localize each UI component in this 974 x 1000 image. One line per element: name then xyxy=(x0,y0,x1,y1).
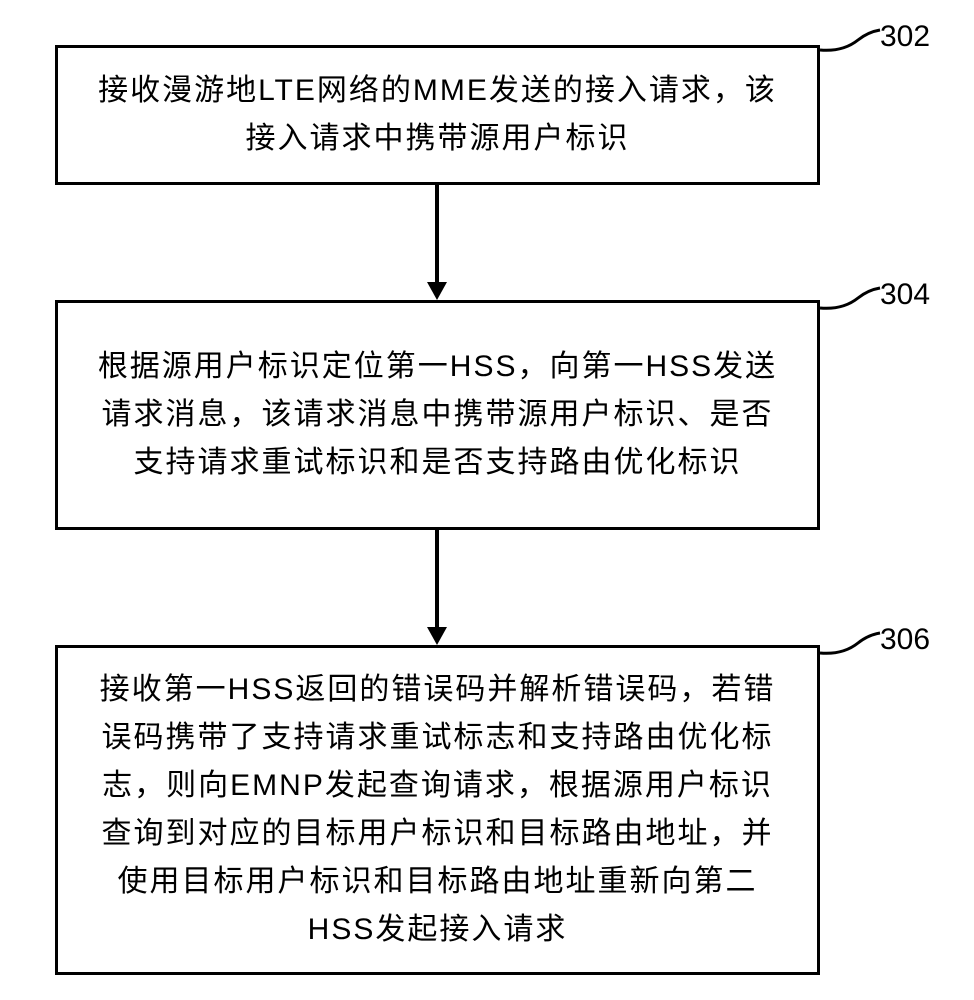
arrow-1-to-2 xyxy=(435,185,439,282)
box-label-304: 304 xyxy=(880,278,930,312)
box-text: 根据源用户标识定位第一HSS，向第一HSS发送请求消息，该请求消息中携带源用户标… xyxy=(88,343,787,487)
label-connector-302 xyxy=(818,22,883,57)
flowchart-box-302: 接收漫游地LTE网络的MME发送的接入请求，该接入请求中携带源用户标识 xyxy=(55,45,820,185)
flowchart-box-306: 接收第一HSS返回的错误码并解析错误码，若错误码携带了支持请求重试标志和支持路由… xyxy=(55,645,820,975)
label-connector-304 xyxy=(818,280,883,315)
box-label-302: 302 xyxy=(880,20,930,54)
box-text: 接收漫游地LTE网络的MME发送的接入请求，该接入请求中携带源用户标识 xyxy=(88,67,787,163)
arrowhead-1 xyxy=(427,282,447,300)
arrow-2-to-3 xyxy=(435,530,439,627)
box-text: 接收第一HSS返回的错误码并解析错误码，若错误码携带了支持请求重试标志和支持路由… xyxy=(88,666,787,954)
flowchart-container: 接收漫游地LTE网络的MME发送的接入请求，该接入请求中携带源用户标识 302 … xyxy=(0,0,974,1000)
arrowhead-2 xyxy=(427,627,447,645)
label-connector-306 xyxy=(818,625,883,660)
flowchart-box-304: 根据源用户标识定位第一HSS，向第一HSS发送请求消息，该请求消息中携带源用户标… xyxy=(55,300,820,530)
box-label-306: 306 xyxy=(880,623,930,657)
